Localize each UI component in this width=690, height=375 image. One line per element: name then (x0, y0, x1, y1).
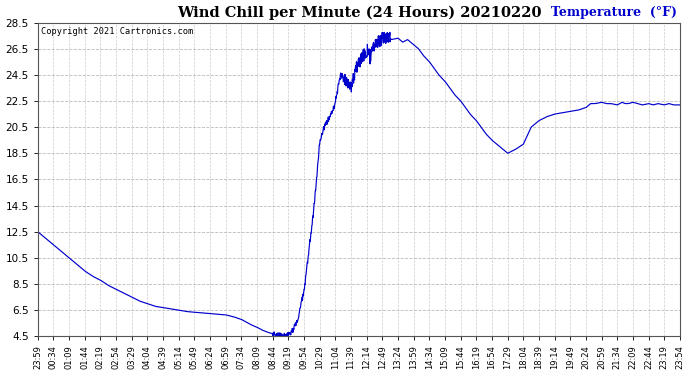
Title: Wind Chill per Minute (24 Hours) 20210220: Wind Chill per Minute (24 Hours) 2021022… (177, 6, 541, 20)
Text: Copyright 2021 Cartronics.com: Copyright 2021 Cartronics.com (41, 27, 193, 36)
Text: Temperature  (°F): Temperature (°F) (551, 6, 677, 20)
